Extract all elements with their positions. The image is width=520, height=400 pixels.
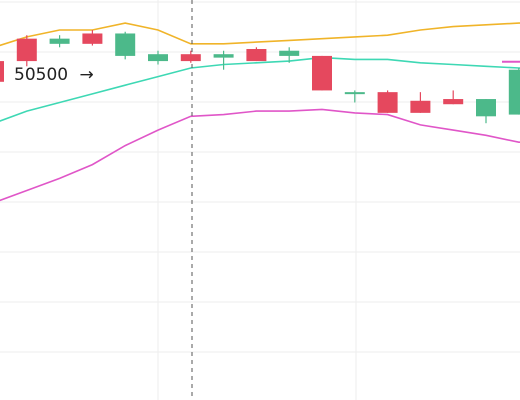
candle-body [82,33,103,44]
candle-body [213,54,234,58]
candle [246,47,267,62]
band-line-upper [0,22,520,47]
candle-body [148,54,168,62]
candle [16,35,37,67]
band-line-middle [0,56,520,122]
candle-body [0,61,4,82]
candle [148,50,168,65]
candle-body [49,38,70,44]
candle [344,90,365,103]
candle [213,50,234,70]
candle-body [115,33,136,56]
candle-body [410,100,431,113]
candle-body [377,92,398,113]
candle-body [476,99,496,117]
price-annotation-value: 50500 [14,65,68,85]
candle [508,67,520,115]
candle [115,31,136,60]
candles [0,30,520,124]
candle-body [180,54,201,62]
candle [180,50,201,63]
candle [377,90,398,113]
candle [0,61,4,82]
candle [410,92,431,113]
candle [49,35,70,48]
candle [312,55,332,91]
price-annotation: 50500 → [14,65,94,85]
candle [82,30,103,46]
candle-body [344,92,365,95]
candle-body [443,99,464,105]
candle-body [508,69,520,115]
price-annotation-arrow: → [80,65,94,85]
candle [443,90,464,105]
candle-body [246,49,267,62]
candle-body [16,38,37,62]
bands [0,22,520,202]
band-line-lower [0,108,520,202]
candle [279,47,300,63]
candle-body [279,50,300,56]
candle [476,99,496,124]
candle-body [312,55,332,91]
